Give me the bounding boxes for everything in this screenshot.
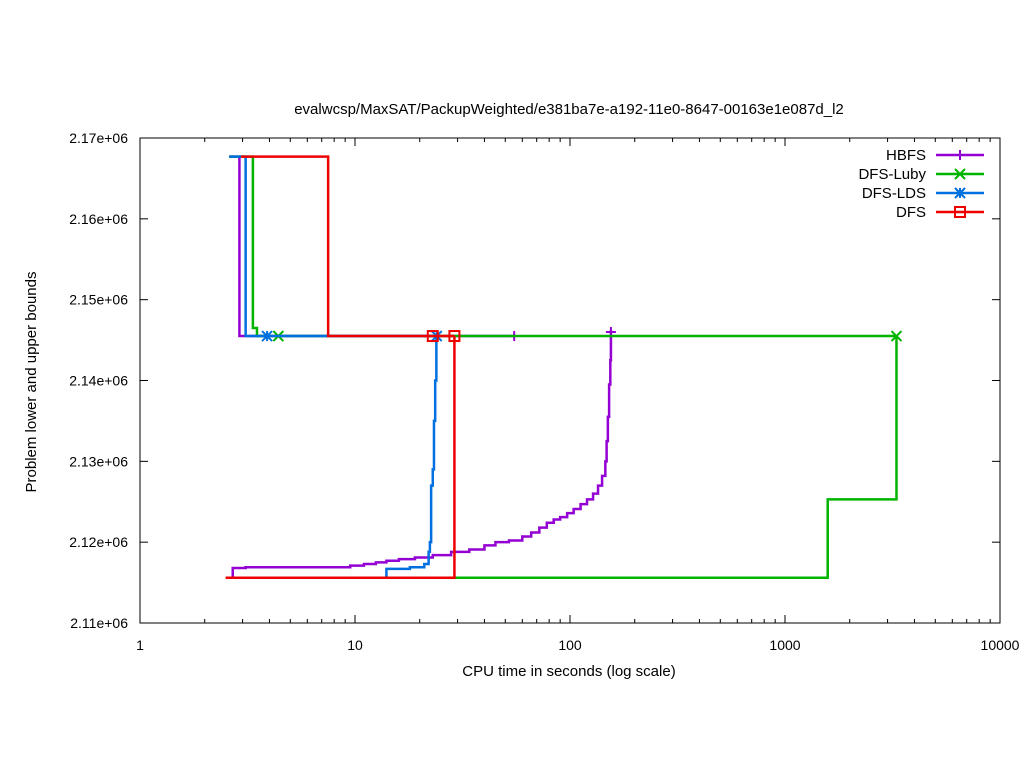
legend-marker [954, 168, 966, 180]
chart-title: evalwcsp/MaxSAT/PackupWeighted/e381ba7e-… [294, 101, 844, 118]
series-line-lower [231, 330, 613, 577]
y-tick-label: 2.11e+06 [70, 615, 128, 631]
plot-frame [139, 137, 1001, 624]
x-tick-label: 1 [136, 637, 144, 653]
x-tick-label: 100 [558, 637, 582, 653]
series-layer [225, 155, 903, 579]
x-tick-label: 1000 [769, 637, 800, 653]
legend-label: DFS [896, 204, 926, 221]
series-point [426, 330, 439, 343]
series-line-lower [239, 336, 898, 579]
x-tick-label: 10000 [981, 637, 1020, 653]
y-tick-label: 2.17e+06 [69, 130, 128, 146]
legend-item: DFS-LDS [862, 185, 984, 202]
series-point [261, 330, 273, 342]
legend-item: DFS-Luby [858, 166, 984, 183]
series-line-lower [385, 336, 438, 578]
legend-marker [955, 150, 965, 160]
series-line-upper [241, 155, 455, 338]
legend-item: DFS [896, 204, 984, 221]
series-line-lower [225, 336, 456, 579]
y-tick-label: 2.16e+06 [69, 211, 128, 227]
y-tick-label: 2.14e+06 [69, 373, 128, 389]
y-tick-label: 2.13e+06 [69, 453, 128, 469]
axis-ticks: 2.11e+06 2.12e+06 2.13e+06 2.14e+06 2.15e+06… [69, 130, 1019, 653]
legend: HBFS DFS-Luby DFS-LDS DFS [858, 147, 984, 221]
x-axis-label: CPU time in seconds (log scale) [462, 663, 675, 680]
y-axis-label: Problem lower and upper bounds [23, 272, 40, 493]
y-tick-label: 2.15e+06 [69, 292, 128, 308]
legend-item: HBFS [886, 147, 984, 164]
x-tick-label: 10 [347, 637, 363, 653]
legend-label: DFS-Luby [858, 166, 926, 183]
y-tick-label: 2.12e+06 [69, 534, 128, 550]
series-dfs [225, 155, 461, 579]
legend-marker [954, 206, 966, 218]
legend-label: HBFS [886, 147, 926, 164]
legend-label: DFS-LDS [862, 185, 926, 202]
legend-marker [954, 187, 966, 199]
